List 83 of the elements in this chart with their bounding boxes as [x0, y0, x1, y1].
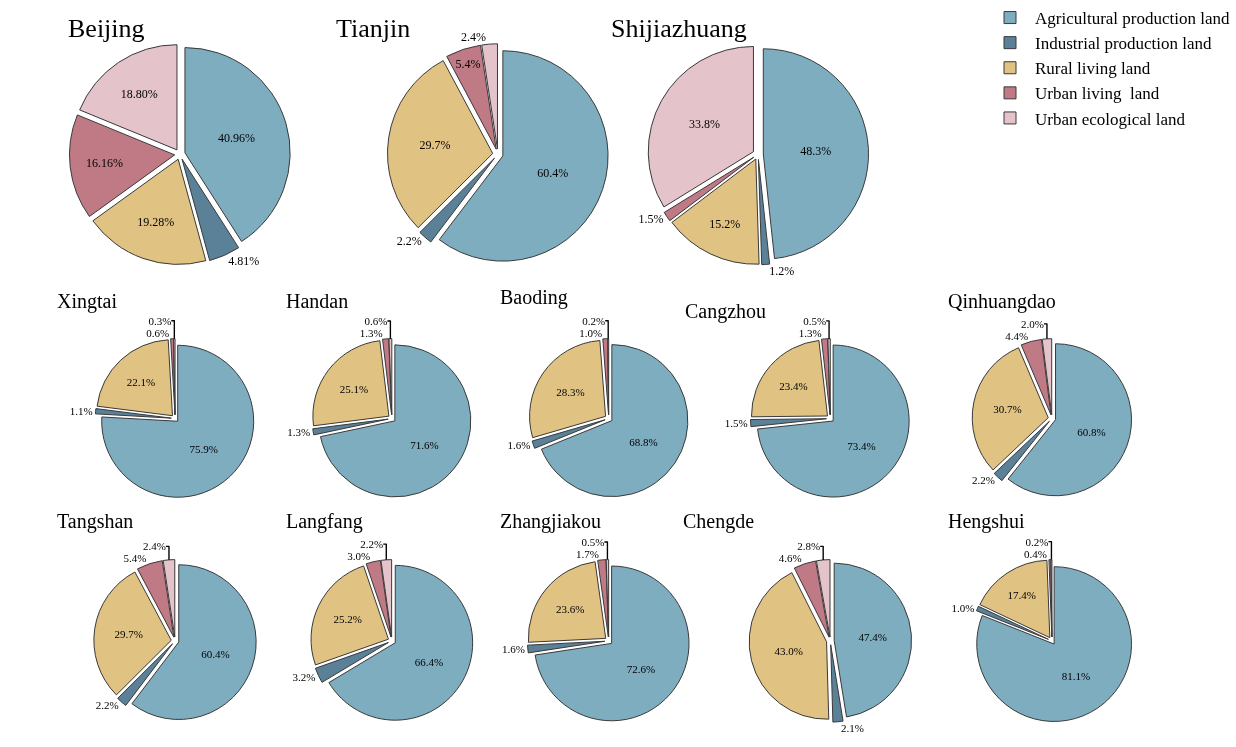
data-label: 1.6% — [507, 439, 531, 452]
chart-title: Handan — [286, 290, 349, 312]
data-label: 2.4% — [143, 540, 166, 553]
data-label: 30.7% — [993, 403, 1022, 416]
data-label: 1.6% — [501, 643, 525, 656]
data-label: 28.3% — [556, 385, 585, 398]
data-label: 60.4% — [537, 165, 569, 180]
data-label: 15.2% — [709, 217, 741, 232]
data-label: 1.5% — [724, 417, 748, 430]
chart-title: Shijiazhuang — [611, 14, 747, 43]
data-label: 47.4% — [858, 631, 888, 644]
data-label: 73.4% — [847, 440, 876, 453]
data-label: 0.6% — [364, 314, 388, 327]
data-label: 1.0% — [951, 601, 975, 614]
data-label: 4.4% — [1005, 329, 1029, 342]
legend-label: Agricultural production land — [1035, 9, 1230, 29]
chart-title: Tangshan — [57, 510, 134, 533]
chart-title: Chengde — [683, 510, 755, 533]
data-label: 3.2% — [292, 670, 316, 683]
data-label: 4.6% — [778, 552, 802, 565]
data-label: 1.0% — [579, 326, 603, 339]
chart-title: Hengshui — [948, 510, 1026, 533]
data-label: 0.2% — [1025, 535, 1049, 548]
data-label: 0.3% — [148, 314, 172, 327]
data-label: 71.6% — [410, 438, 439, 451]
data-label: 0.2% — [582, 314, 606, 327]
data-label: 2.2% — [972, 474, 995, 487]
data-label: 75.9% — [189, 442, 219, 455]
data-label: 1.5% — [638, 211, 664, 226]
data-label: 81.1% — [1061, 670, 1091, 683]
data-label: 43.0% — [774, 645, 803, 658]
data-label: 66.4% — [414, 655, 444, 668]
data-label: 0.5% — [581, 535, 605, 548]
data-label: 25.1% — [339, 382, 369, 395]
data-label: 0.5% — [803, 314, 827, 327]
data-label: 48.3% — [800, 144, 832, 159]
data-label: 1.7% — [575, 547, 599, 560]
chart-title: Cangzhou — [685, 300, 767, 323]
data-label: 1.3% — [287, 426, 311, 439]
chart-title: Tianjin — [336, 14, 411, 43]
data-label: 40.96% — [217, 130, 255, 145]
data-label: 2.8% — [797, 540, 821, 553]
data-label: 23.4% — [779, 379, 808, 392]
data-label: 1.1% — [69, 405, 93, 418]
data-label: 5.4% — [455, 56, 481, 71]
chart-title: Xingtai — [57, 290, 118, 313]
chart-title: Zhangjiakou — [500, 510, 602, 533]
data-label: 68.8% — [629, 435, 658, 448]
data-label: 2.0% — [1021, 317, 1044, 330]
data-label: 1.2% — [769, 264, 795, 279]
data-label: 2.2% — [360, 538, 384, 551]
data-label: 1.3% — [798, 326, 822, 339]
data-label: 25.2% — [333, 613, 362, 626]
legend-label: Rural living land — [1035, 59, 1151, 79]
legend-label: Urban ecological land — [1035, 109, 1186, 129]
chart-title: Baoding — [500, 286, 568, 309]
data-label: 5.4% — [123, 552, 147, 565]
legend-label: Industrial production land — [1035, 34, 1213, 54]
data-label: 2.2% — [396, 234, 422, 249]
data-label: 60.8% — [1077, 426, 1106, 439]
chart-title: Langfang — [286, 510, 363, 533]
data-label: 2.1% — [840, 721, 864, 734]
data-label: 0.4% — [1023, 547, 1047, 560]
chart-title: Beijing — [68, 14, 145, 43]
data-label: 16.16% — [85, 156, 123, 171]
data-label: 18.80% — [120, 86, 158, 101]
legend-label: Urban living land — [1035, 84, 1160, 104]
chart-title: Qinhuangdao — [948, 290, 1056, 313]
data-label: 72.6% — [626, 662, 656, 675]
data-label: 17.4% — [1007, 589, 1036, 602]
data-label: 23.6% — [555, 602, 585, 615]
data-label: 60.4% — [201, 648, 230, 661]
data-label: 33.8% — [688, 117, 720, 132]
data-label: 19.28% — [137, 215, 175, 230]
data-label: 2.4% — [461, 30, 487, 45]
data-label: 2.2% — [95, 699, 119, 712]
data-label: 1.3% — [359, 326, 383, 339]
data-label: 29.7% — [419, 137, 451, 152]
data-label: 0.6% — [146, 326, 170, 339]
data-label: 4.81% — [228, 254, 260, 269]
data-label: 29.7% — [114, 627, 144, 640]
data-label: 3.0% — [347, 550, 371, 563]
data-label: 22.1% — [126, 375, 156, 388]
